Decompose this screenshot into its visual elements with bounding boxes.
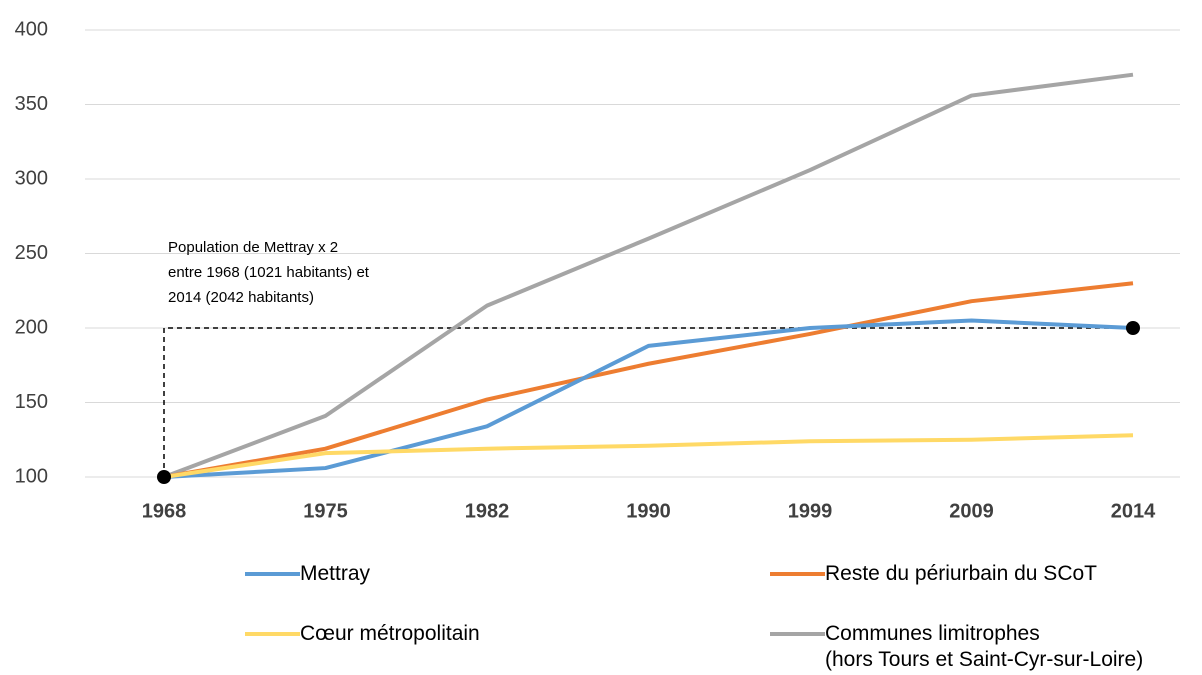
legend-swatch	[770, 572, 825, 576]
legend-item: Mettray	[245, 561, 370, 587]
x-tick-label: 2014	[1111, 500, 1156, 522]
y-tick-label: 350	[15, 93, 48, 115]
legend-label: Mettray	[300, 562, 371, 585]
legend-label: Communes limitrophes (hors Tours et Sain…	[825, 622, 1144, 671]
x-tick-label: 1982	[465, 500, 510, 522]
y-tick-label: 100	[15, 465, 48, 487]
line-series	[163, 72, 1134, 479]
y-tick-label: 250	[15, 242, 48, 264]
line-series	[163, 281, 1134, 479]
highlight-point	[1126, 321, 1140, 335]
line-series	[163, 433, 1134, 479]
plot: 100 150 200 250 300 350 400 1968 1975 1982 1990 199…	[15, 18, 1180, 522]
legend-swatch	[770, 632, 825, 636]
y-tick-label: 300	[15, 167, 48, 189]
legend-label: Cœur métropolitain	[300, 622, 480, 645]
y-tick-label: 400	[15, 18, 48, 40]
x-tick-label: 1968	[142, 500, 187, 522]
legend-swatch	[245, 632, 300, 636]
legend-item: Reste du périurbain du SCoT	[770, 561, 1097, 587]
y-tick-label: 200	[15, 316, 48, 338]
line-series	[163, 318, 1134, 479]
legend-item: Communes limitrophes (hors Tours et Sain…	[770, 621, 1143, 673]
x-tick-label: 1975	[303, 500, 348, 522]
legend-swatch	[245, 572, 300, 576]
x-tick-label: 1990	[626, 500, 671, 522]
y-tick-label: 150	[15, 391, 48, 413]
x-tick-label: 2009	[949, 500, 994, 522]
highlight-point	[157, 470, 171, 484]
x-tick-label: 1999	[788, 500, 833, 522]
legend-label: Reste du périurbain du SCoT	[825, 562, 1097, 585]
annotation-text: 2014 (2042 habitants)	[168, 289, 314, 306]
annotation-text: entre 1968 (1021 habitants) et	[168, 264, 370, 281]
legend-item: Cœur métropolitain	[245, 621, 480, 647]
annotation-text: Population de Mettray x 2	[168, 239, 338, 256]
